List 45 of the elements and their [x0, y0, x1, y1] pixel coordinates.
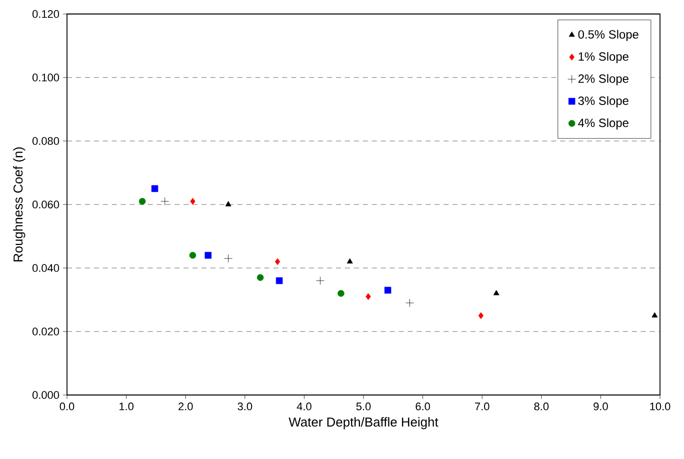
legend-label: 2% Slope [578, 74, 628, 86]
point [189, 252, 196, 259]
x-tick-label: 9.0 [594, 402, 608, 410]
point [274, 258, 280, 266]
x-tick-label: 1.0 [120, 402, 134, 410]
y-tick-label: 0.000 [32, 391, 60, 399]
x-tick-label: 6.0 [416, 402, 430, 410]
x-tick-label: 8.0 [534, 402, 549, 410]
point [151, 185, 158, 192]
y-tick-label: 0.040 [32, 264, 60, 272]
point [384, 286, 392, 294]
y-tick-label: 0.080 [32, 137, 60, 145]
point [225, 201, 232, 206]
y-tick-label: 0.100 [32, 74, 60, 82]
point [346, 258, 353, 264]
point [160, 197, 170, 206]
point [276, 277, 283, 284]
y-tick-label: 0.120 [32, 10, 60, 18]
x-tick-label: 5.0 [356, 402, 371, 410]
x-tick-label: 2.0 [178, 402, 193, 410]
point [256, 274, 264, 281]
point [366, 293, 371, 300]
point [224, 254, 232, 263]
point [493, 290, 500, 296]
point [406, 298, 414, 308]
point [478, 312, 484, 320]
x-tick-label: 10.0 [650, 402, 670, 410]
y-tick-label: 0.060 [32, 200, 60, 208]
x-tick-label: 3.0 [238, 402, 252, 410]
x-tick-label: 7.0 [475, 402, 490, 410]
legend-label: 1% Slope [578, 52, 628, 64]
x-tick-label: 0.0 [60, 402, 74, 410]
y-tick-label: 0.020 [32, 328, 60, 336]
point [138, 198, 146, 205]
point [316, 276, 324, 285]
point [338, 290, 344, 297]
point [204, 252, 212, 259]
x-axis-title: Water Depth/Baffle Height [288, 417, 438, 430]
point [190, 198, 196, 205]
y-axis-title: Roughness Coef (n) [13, 147, 26, 262]
legend-label: 0.5% Slope [578, 30, 638, 42]
x-tick-label: 4.0 [296, 402, 312, 410]
legend-label: 3% Slope [578, 96, 628, 108]
point [652, 312, 658, 318]
legend-label: 4% Slope [578, 118, 628, 130]
